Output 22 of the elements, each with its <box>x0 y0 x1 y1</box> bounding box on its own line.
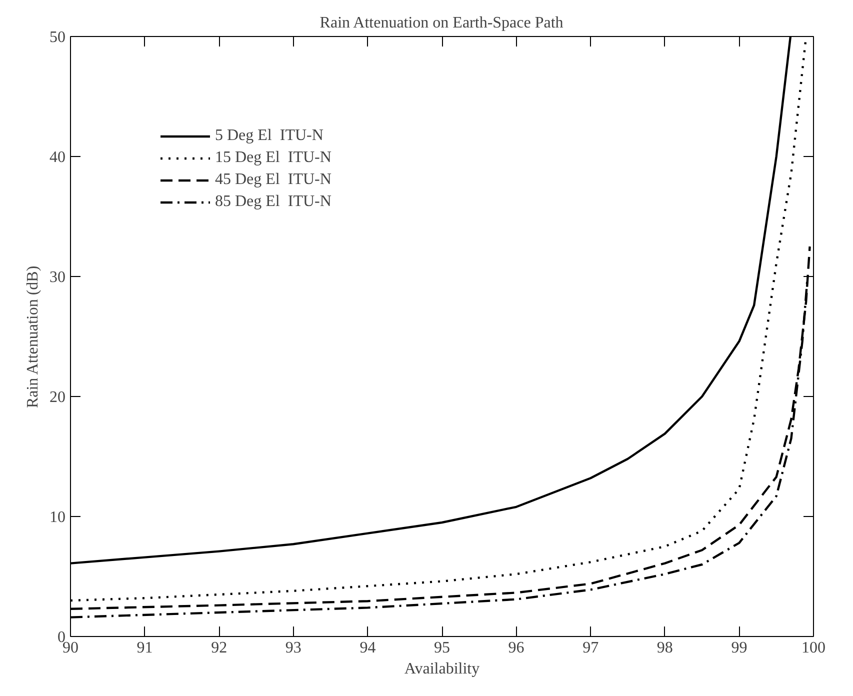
legend-label: 85 Deg El ITU-N <box>215 193 332 211</box>
x-tick-label: 97 <box>582 640 599 656</box>
x-tick-label: 100 <box>802 640 826 656</box>
x-axis-title: Availability <box>404 660 480 678</box>
legend-label: 45 Deg El ITU-N <box>215 171 332 189</box>
y-tick-label: 10 <box>50 509 66 526</box>
y-tick-label: 40 <box>50 149 66 166</box>
x-tick-label: 94 <box>360 640 376 656</box>
legend-label: 5 Deg El ITU-N <box>215 127 324 145</box>
x-tick-label: 92 <box>211 640 228 656</box>
x-tick-label: 93 <box>285 640 302 656</box>
y-tick-label: 30 <box>50 269 66 286</box>
x-tick-label: 96 <box>508 640 524 656</box>
y-tick-label: 20 <box>50 389 66 406</box>
x-tick-label: 98 <box>656 640 673 656</box>
x-tick-label: 99 <box>731 640 748 656</box>
chart-title: Rain Attenuation on Earth-Space Path <box>320 14 564 32</box>
x-tick-label: 95 <box>434 640 450 656</box>
y-axis-title: Rain Attenuation (dB) <box>24 266 42 408</box>
x-tick-label: 91 <box>136 640 153 656</box>
legend-label: 15 Deg El ITU-N <box>215 149 332 167</box>
y-tick-label: 50 <box>50 29 66 46</box>
